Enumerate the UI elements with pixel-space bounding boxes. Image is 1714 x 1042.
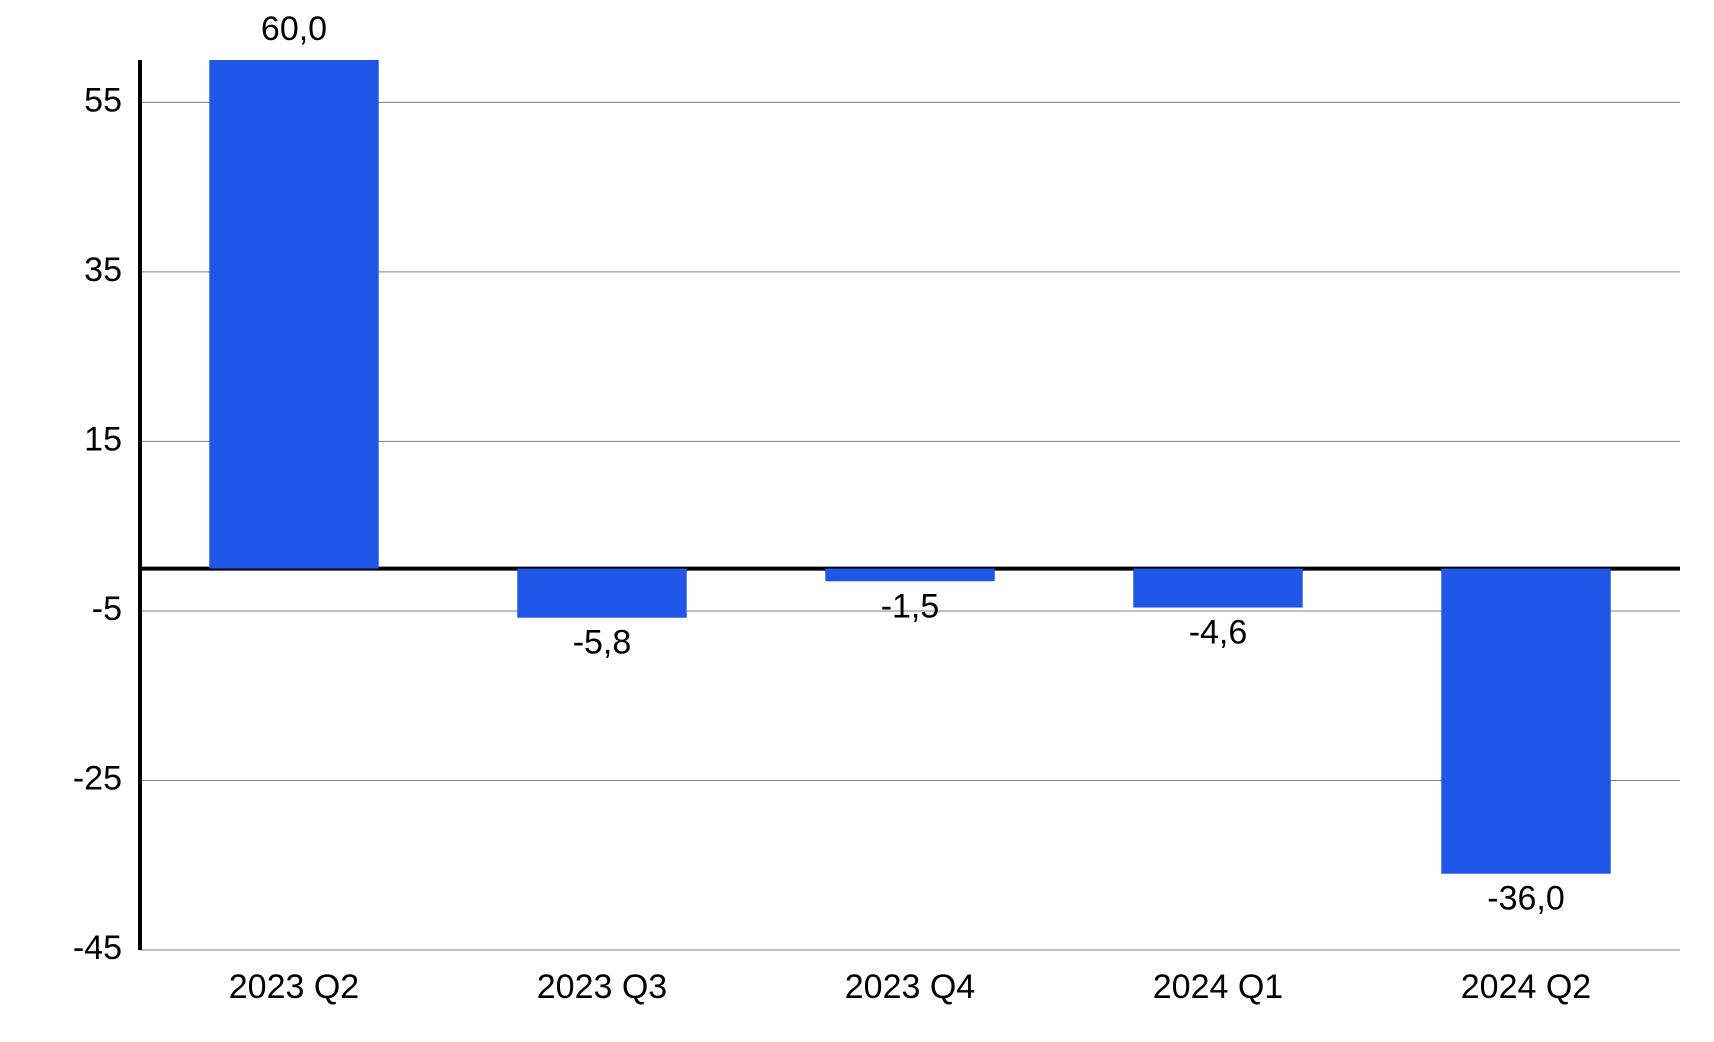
y-tick-label: -5: [92, 590, 122, 628]
y-tick-label: 35: [84, 251, 122, 289]
y-tick-label: -45: [73, 929, 122, 967]
bar: [825, 569, 994, 582]
bar: [1441, 569, 1610, 874]
y-tick-label: 15: [84, 420, 122, 458]
x-tick-label: 2023 Q2: [229, 968, 359, 1006]
bar: [209, 60, 378, 569]
bar-chart: 60,0 -5,8 -1,5 -4,6 -36,0 -45 -25 -5 15 35 55 2023 …: [0, 0, 1714, 1042]
bar-value-label: -5,8: [573, 624, 632, 662]
y-tick-label: -25: [73, 759, 122, 797]
chart-svg: 60,0 -5,8 -1,5 -4,6 -36,0 -45 -25 -5 15 35 55 2023 …: [0, 0, 1714, 1042]
x-tick-label: 2024 Q1: [1153, 968, 1283, 1006]
bar-value-label: 60,0: [261, 10, 327, 48]
bar-value-label: -1,5: [881, 587, 940, 625]
bar: [517, 569, 686, 618]
bar: [1133, 569, 1302, 608]
x-tick-label: 2023 Q3: [537, 968, 667, 1006]
x-tick-label: 2024 Q2: [1461, 968, 1591, 1006]
bar-value-label: -4,6: [1189, 614, 1248, 652]
x-tick-label: 2023 Q4: [845, 968, 975, 1006]
bar-value-label: -36,0: [1487, 880, 1565, 918]
y-tick-label: 55: [84, 81, 122, 119]
